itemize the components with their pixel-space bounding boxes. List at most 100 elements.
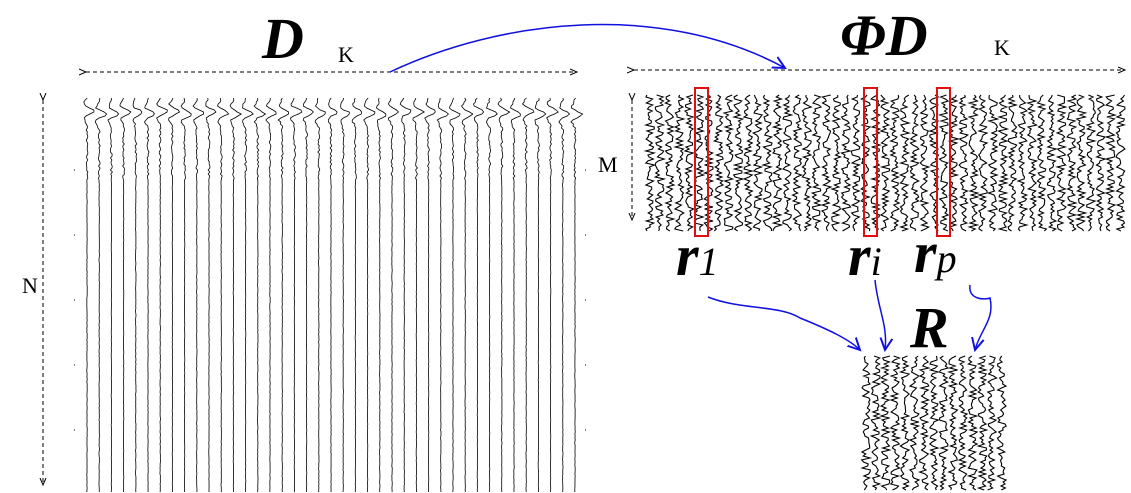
trace: [820, 94, 833, 232]
trace: [830, 94, 843, 232]
trace: [363, 97, 376, 493]
trace: [731, 94, 745, 232]
trace: [967, 94, 980, 232]
column-label: r1: [676, 223, 719, 288]
trace: [850, 94, 862, 232]
trace: [653, 94, 667, 232]
trace: [986, 355, 998, 491]
trace: [143, 97, 155, 493]
trace: [156, 97, 168, 493]
panel-subscript: K: [338, 42, 354, 67]
trace: [497, 97, 511, 493]
trace: [918, 355, 931, 491]
trace: [277, 97, 290, 493]
column-index: p: [934, 236, 957, 281]
trace: [534, 97, 547, 493]
trace: [265, 98, 277, 493]
trace: [119, 97, 132, 493]
trace: [1025, 94, 1039, 232]
trace: [1104, 94, 1118, 232]
trace: [412, 97, 426, 493]
trace: [712, 94, 725, 232]
trace: [869, 355, 882, 491]
trace: [938, 355, 950, 491]
panel-label: D: [261, 6, 304, 71]
trace: [742, 94, 755, 232]
side-label: N: [22, 273, 38, 298]
trace: [473, 97, 485, 493]
trace: [997, 94, 1010, 232]
trace: [889, 355, 902, 491]
trace: [761, 94, 774, 232]
trace: [94, 97, 108, 493]
column-index: 1: [699, 239, 719, 284]
trace: [771, 94, 784, 232]
trace: [898, 94, 911, 232]
column-base: r: [676, 223, 699, 288]
trace: [663, 94, 676, 232]
trace: [908, 355, 921, 491]
trace: [205, 97, 217, 492]
trace: [302, 97, 314, 493]
trace: [683, 94, 696, 232]
trace: [436, 97, 450, 492]
trace: [643, 94, 657, 232]
trace: [869, 94, 882, 232]
trace: [399, 97, 412, 493]
side-label: M: [598, 152, 618, 177]
trace: [782, 94, 794, 232]
trace: [1046, 94, 1059, 232]
trace: [327, 97, 338, 493]
trace: [791, 94, 804, 232]
trace: [314, 97, 326, 492]
trace: [810, 94, 823, 232]
trace: [558, 97, 571, 493]
trace: [966, 355, 979, 491]
trace: [570, 97, 584, 493]
trace: [192, 97, 205, 493]
trace: [1095, 94, 1108, 232]
selection-box: [863, 87, 878, 237]
trace: [752, 94, 764, 232]
trace: [976, 94, 989, 232]
trace: [107, 97, 120, 493]
trace: [860, 94, 872, 232]
trace: [1066, 94, 1078, 232]
trace: [957, 355, 969, 491]
trace: [168, 97, 181, 493]
trace: [976, 355, 989, 491]
trace: [1115, 94, 1126, 232]
trace: [460, 97, 474, 493]
trace: [1055, 94, 1068, 232]
trace: [693, 94, 706, 232]
trace: [889, 94, 901, 232]
transform-arrow: [389, 23, 785, 73]
select-arrow: [707, 296, 860, 350]
trace: [340, 97, 350, 493]
trace: [546, 97, 559, 492]
column-base: r: [914, 220, 937, 285]
trace: [1074, 94, 1088, 232]
trace: [132, 97, 143, 493]
trace: [1016, 94, 1029, 232]
trace: [860, 355, 873, 491]
trace: [928, 355, 940, 491]
trace: [290, 97, 303, 493]
trace: [995, 355, 1008, 491]
column-index: i: [871, 239, 882, 284]
trace: [376, 97, 387, 492]
trace: [521, 97, 535, 493]
trace: [947, 355, 959, 491]
trace: [909, 94, 920, 232]
trace: [879, 94, 891, 232]
trace: [1085, 94, 1097, 232]
trace: [801, 94, 813, 232]
panel-label: ΦD: [840, 3, 928, 68]
trace: [83, 97, 95, 493]
trace: [387, 97, 399, 492]
trace: [253, 97, 267, 492]
selection-box: [936, 87, 951, 237]
trace: [958, 94, 969, 232]
trace: [1036, 94, 1048, 232]
